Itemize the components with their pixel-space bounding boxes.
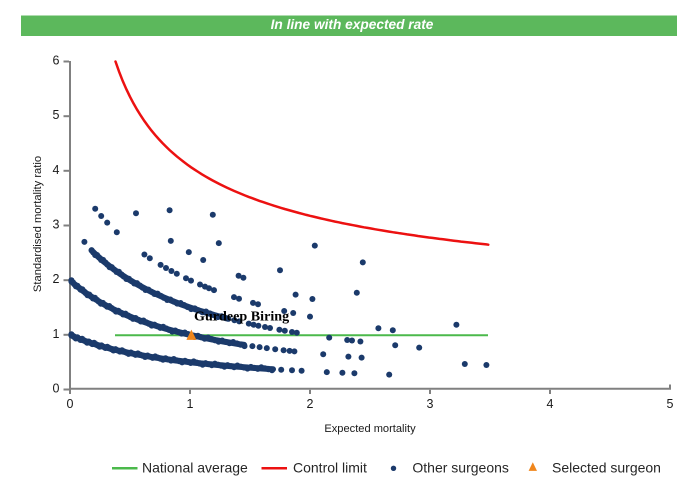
svg-text:Control limit: Control limit	[293, 460, 367, 476]
svg-text:Gurdeep Biring: Gurdeep Biring	[194, 309, 289, 325]
svg-text:National average: National average	[142, 460, 248, 476]
svg-text:5: 5	[53, 108, 60, 122]
svg-text:2: 2	[307, 397, 314, 411]
svg-text:4: 4	[53, 163, 60, 177]
svg-text:Expected mortality: Expected mortality	[324, 423, 416, 435]
svg-text:5: 5	[667, 397, 674, 411]
svg-text:Other surgeons: Other surgeons	[412, 460, 509, 476]
svg-text:6: 6	[53, 54, 60, 68]
svg-text:0: 0	[53, 382, 60, 396]
svg-text:1: 1	[53, 327, 60, 341]
svg-text:In line with expected rate: In line with expected rate	[271, 17, 434, 32]
svg-text:3: 3	[53, 218, 60, 232]
svg-text:1: 1	[187, 397, 194, 411]
svg-text:Selected surgeon: Selected surgeon	[552, 460, 661, 476]
svg-text:3: 3	[427, 397, 434, 411]
svg-text:0: 0	[67, 397, 74, 411]
svg-text:4: 4	[547, 397, 554, 411]
svg-text:2: 2	[53, 272, 60, 286]
svg-text:Standardised mortality ratio: Standardised mortality ratio	[32, 156, 44, 292]
